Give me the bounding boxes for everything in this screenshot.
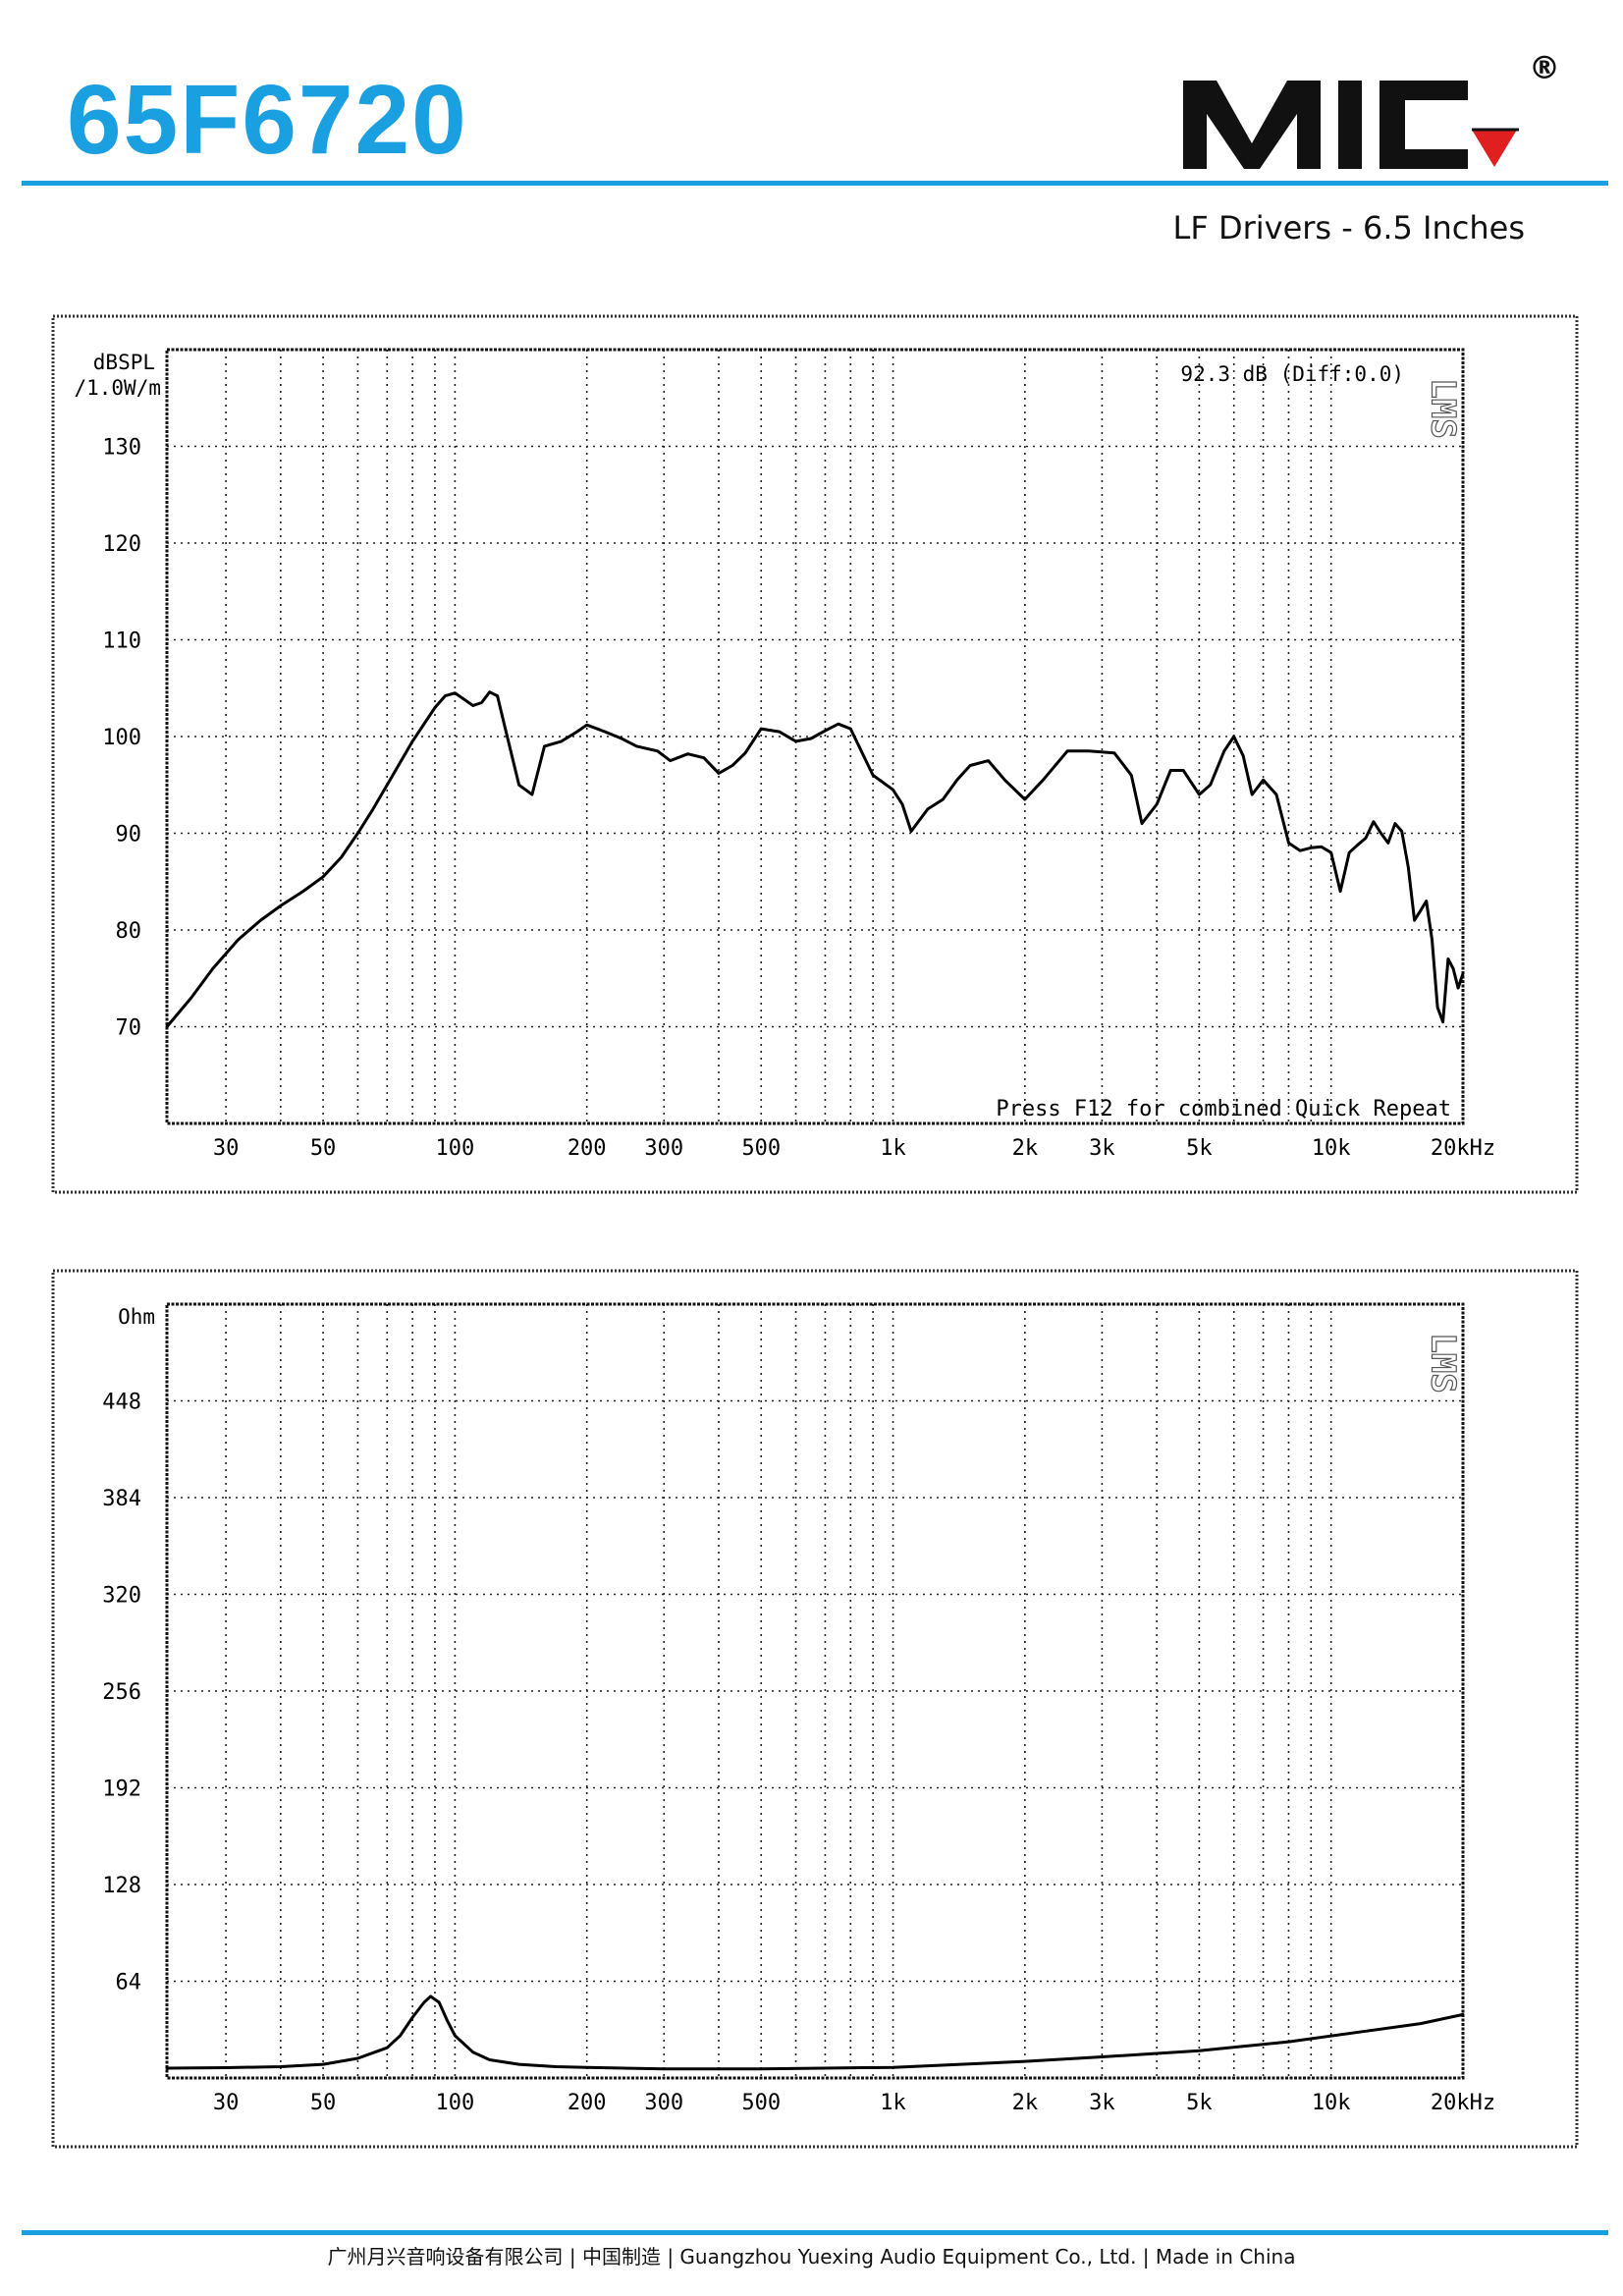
x-tick-label: 100 [436,1136,475,1161]
logo-letter-c [1380,81,1468,169]
y-tick-label: 80 [116,919,142,944]
brand-logo: ® [1183,49,1560,169]
x-tick-label: 5k [1186,2091,1213,2115]
logo-letter-m [1183,81,1321,169]
x-tick-label: 10k [1312,2091,1351,2115]
x-tick-label: 2k [1012,1136,1039,1161]
y-tick-label: 192 [102,1777,141,1802]
y-tick-label: 70 [116,1016,142,1041]
x-tick-label: 500 [741,2091,781,2115]
x-tick-label: 50 [310,1136,337,1161]
y-tick-label: 448 [102,1391,141,1415]
y-tick-label: 90 [116,823,142,847]
y-tick-label: 384 [102,1487,141,1511]
x-tick-label: 100 [436,2091,475,2115]
x-tick-label: 5k [1186,1136,1213,1161]
y-axis-label: dBSPL [93,351,155,374]
x-tick-label: 200 [568,1136,607,1161]
lms-watermark: LMS [1424,1333,1463,1393]
y-tick-label: 64 [116,1971,142,1995]
product-category: LF Drivers - 6.5 Inches [1172,209,1525,246]
x-tick-label: 20kHz [1431,1136,1495,1161]
x-tick-label: 1k [880,2091,906,2115]
y-tick-label: 256 [102,1680,141,1705]
x-tick-label: 20kHz [1431,2091,1495,2115]
footer-rule [22,2230,1608,2235]
y-tick-label: 120 [102,532,141,557]
y-tick-label: 130 [102,436,141,461]
impedance-chart: 30 50 100 200 300 500 1k 2k 3k 5k 10k 20kHz 64 128 192… [51,1269,1579,2149]
spl-chart: 30 50 100 200 300 500 1k 2k 3k 5k 10k 20kHz 70 80 90 10… [51,314,1579,1194]
outer-frame [51,314,1579,1194]
lms-watermark: LMS [1424,378,1463,438]
x-tick-label: 30 [213,2091,240,2115]
logo-letter-i [1338,81,1362,169]
y-tick-label: 100 [102,726,141,750]
x-tick-label: 500 [741,1136,781,1161]
x-tick-label: 2k [1012,2091,1039,2115]
plot-frame [165,1302,1465,2080]
model-title: 65F6720 [67,65,468,175]
y-axis-label: Ohm [118,1305,155,1329]
logo-triangle [1472,130,1517,167]
impedance-curve [165,1995,1465,2071]
x-tick-label: 300 [644,1136,683,1161]
y-tick-label: 128 [102,1874,141,1898]
outer-frame [51,1269,1579,2149]
plot-frame [165,348,1465,1125]
impedance-chart-panel: 30 50 100 200 300 500 1k 2k 3k 5k 10k 20kHz 64 128 192… [49,1267,1581,2151]
spl-curve [165,690,1465,1028]
registered-mark: ® [1529,49,1560,86]
x-tick-label: 1k [880,1136,906,1161]
x-tick-label: 10k [1312,1136,1351,1161]
x-tick-label: 30 [213,1136,240,1161]
y-axis-unit-label: /1.0W/m [74,376,161,400]
x-tick-label: 50 [310,2091,337,2115]
x-tick-label: 3k [1089,1136,1115,1161]
footer-company-line: 广州月兴音响设备有限公司 | 中国制造 | Guangzhou Yuexing … [327,2245,1296,2269]
reference-level-annotation: 92.3 dB (Diff:0.0) [1180,362,1404,386]
y-tick-label: 320 [102,1584,141,1609]
x-tick-label: 300 [644,2091,683,2115]
header-rule [22,181,1608,186]
x-tick-label: 3k [1089,2091,1115,2115]
y-tick-label: 110 [102,629,141,654]
spl-chart-panel: 30 50 100 200 300 500 1k 2k 3k 5k 10k 20kHz 70 80 90 10… [49,312,1581,1196]
x-tick-label: 200 [568,2091,607,2115]
hint-annotation: Press F12 for combined Quick Repeat [996,1097,1451,1121]
